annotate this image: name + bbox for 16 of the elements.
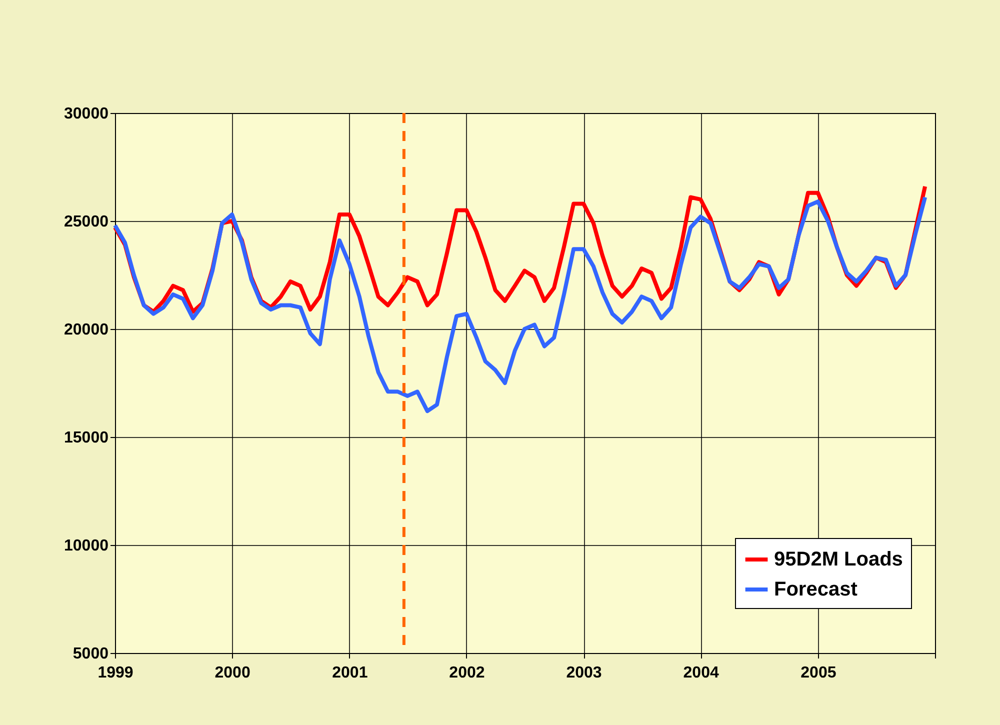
x-tick-label: 1999: [98, 664, 134, 682]
line-series: [113, 195, 928, 414]
legend-label: Forecast: [774, 578, 858, 600]
y-tick-label: 15000: [64, 430, 109, 446]
x-tick-label: 2000: [214, 664, 250, 682]
legend-label: 95D2M Loads: [774, 548, 903, 570]
x-tick-label: 2003: [566, 664, 602, 682]
y-tick-label: 5000: [72, 646, 109, 662]
y-tick-label: 25000: [64, 214, 109, 230]
x-tick-label: 2004: [683, 664, 719, 682]
y-tick-label: 20000: [64, 322, 109, 338]
x-tick-label: 2005: [800, 664, 836, 682]
y-tick-label: 30000: [64, 106, 109, 122]
y-tick-label: 10000: [64, 538, 109, 554]
x-tick-label: 2002: [449, 664, 485, 682]
x-tick-label: 2001: [332, 664, 368, 682]
